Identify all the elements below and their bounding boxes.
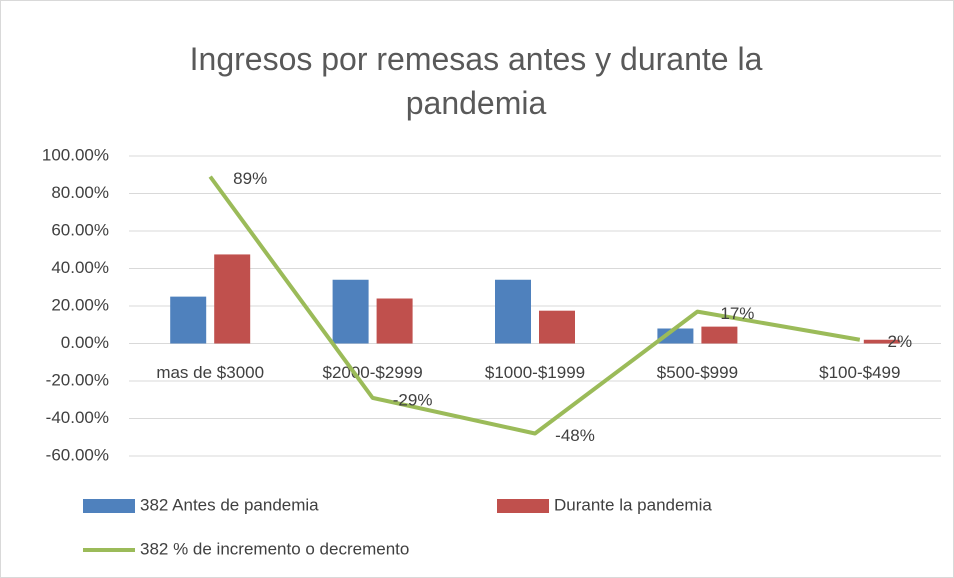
y-tick-label: 40.00% (51, 258, 109, 277)
bar (863, 339, 900, 344)
legend-label: 382 % de incremento o decremento (140, 539, 409, 558)
bar (170, 296, 207, 344)
y-tick-label: 100.00% (42, 145, 109, 164)
x-tick-label: $2000-$2999 (322, 363, 422, 382)
line-series (208, 175, 861, 436)
bar (657, 328, 694, 344)
x-tick-label: $500-$999 (657, 363, 738, 382)
bar (332, 279, 369, 344)
data-label: -29% (393, 390, 433, 409)
data-label: -48% (555, 426, 595, 445)
legend-label: 382 Antes de pandemia (140, 495, 319, 514)
y-tick-label: -20.00% (46, 370, 109, 389)
x-tick-label: $100-$499 (819, 363, 900, 382)
bar (539, 310, 575, 344)
bar (214, 254, 251, 344)
data-label: 2% (888, 332, 913, 351)
y-tick-label: -40.00% (46, 408, 109, 427)
chart-title: Ingresos por remesas antes y durante la … (189, 41, 763, 121)
legend-swatch (83, 499, 135, 513)
bar (495, 279, 531, 344)
bar (701, 326, 738, 344)
y-tick-label: 0.00% (61, 333, 109, 352)
legend-swatch (497, 499, 549, 513)
x-tick-label: mas de $3000 (156, 363, 264, 382)
data-label: 89% (233, 169, 267, 188)
bar (376, 298, 413, 344)
y-tick-label: 60.00% (51, 220, 109, 239)
y-tick-label: -60.00% (46, 445, 109, 464)
y-tick-label: 20.00% (51, 295, 109, 314)
y-tick-label: 80.00% (51, 183, 109, 202)
data-label: 17% (720, 304, 754, 323)
x-tick-label: $1000-$1999 (485, 363, 585, 382)
legend-label: Durante la pandemia (554, 495, 712, 514)
